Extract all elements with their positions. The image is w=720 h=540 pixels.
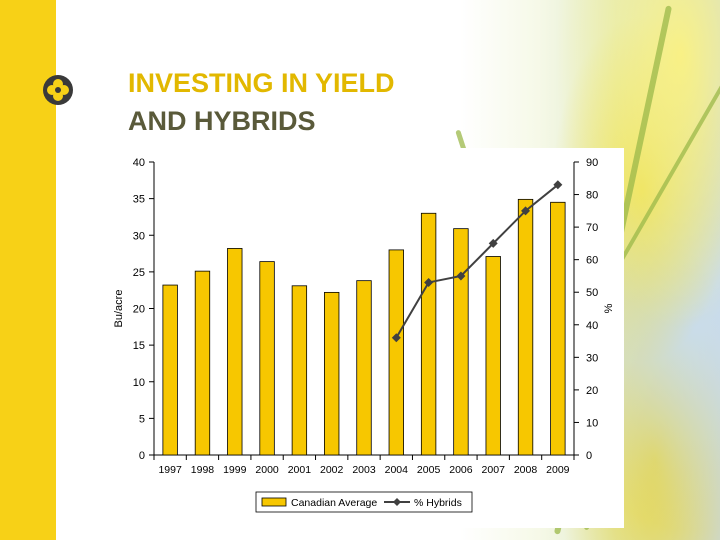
x-tick-label: 2004	[385, 464, 409, 476]
point-hybrids	[456, 271, 466, 281]
y-tick-label-left: 0	[139, 450, 145, 462]
x-tick-label: 1999	[223, 464, 247, 476]
y-tick-label-right: 0	[586, 450, 592, 462]
bar-canadian-average	[162, 284, 178, 456]
bar-canadian-average	[194, 270, 211, 456]
x-tick-label: 2009	[546, 464, 570, 476]
legend-label-hybrids: % Hybrids	[414, 497, 462, 509]
y-tick-label-right: 50	[586, 287, 598, 299]
point-hybrids	[553, 180, 563, 190]
y-tick-label-left: 30	[133, 230, 145, 242]
x-tick-label: 2001	[288, 464, 312, 476]
x-tick-label: 1998	[191, 464, 215, 476]
legend-swatch-bar	[261, 497, 287, 507]
x-tick-label: 2000	[255, 464, 279, 476]
y-axis-title-left: Bu/acre	[113, 290, 125, 328]
bar-canadian-average	[356, 280, 372, 456]
y-tick-label-right: 40	[586, 320, 598, 332]
y-tick-label-left: 15	[133, 340, 145, 352]
x-tick-label: 1997	[158, 464, 182, 476]
x-tick-label: 2003	[352, 464, 376, 476]
point-hybrids	[488, 238, 498, 248]
y-tick-label-right: 60	[586, 255, 598, 267]
bar-canadian-average	[227, 248, 243, 456]
legend-swatch-marker	[393, 498, 401, 506]
title-line-1: INVESTING IN YIELD	[128, 68, 395, 98]
bar-canadian-average	[259, 261, 275, 456]
bar-canadian-average	[324, 291, 340, 456]
legend-box	[255, 491, 473, 513]
y-tick-label-right: 70	[586, 222, 598, 234]
y-tick-label-right: 90	[586, 157, 598, 169]
chart-container: 0 5 10 15 20 25 30 35 40 0 10 20 30 40 50 60 70 80 90 Bu/ac…	[104, 148, 624, 528]
y-tick-label-left: 40	[133, 157, 145, 169]
y-tick-label-right: 80	[586, 190, 598, 202]
x-tick-label: 2008	[514, 464, 538, 476]
line-hybrids	[395, 184, 559, 339]
title-line-2: AND HYBRIDS	[128, 106, 316, 136]
yield-hybrids-chart: 0 5 10 15 20 25 30 35 40 0 10 20 30 40 50 60 70 80 90 Bu/ac…	[113, 157, 615, 513]
y-axis-title-right: %	[603, 303, 615, 313]
y-tick-label-right: 10	[586, 417, 598, 429]
legend-label-canadian-average: Canadian Average	[291, 497, 377, 509]
point-hybrids	[391, 333, 401, 343]
slide-title: INVESTING IN YIELD AND HYBRIDS	[128, 64, 395, 140]
point-hybrids	[424, 277, 434, 287]
canola-logo-icon	[43, 75, 73, 105]
bar-canadian-average	[291, 285, 308, 456]
x-tick-label: 2005	[417, 464, 441, 476]
y-tick-label-right: 20	[586, 385, 598, 397]
y-tick-label-left: 5	[139, 413, 145, 425]
y-tick-label-left: 10	[133, 377, 145, 389]
bar-canadian-average	[453, 228, 469, 456]
x-tick-label: 2006	[449, 464, 473, 476]
y-tick-label-left: 35	[133, 194, 145, 206]
bar-canadian-average	[420, 212, 437, 456]
bar-canadian-average	[517, 198, 534, 456]
y-tick-label-left: 25	[133, 267, 145, 279]
bar-canadian-average	[550, 201, 566, 456]
bar-canadian-average	[485, 256, 501, 456]
y-tick-label-left: 20	[133, 304, 145, 316]
x-tick-label: 2002	[320, 464, 344, 476]
bar-canadian-average	[388, 249, 404, 456]
x-tick-label: 2007	[482, 464, 506, 476]
y-tick-label-right: 30	[586, 352, 598, 364]
